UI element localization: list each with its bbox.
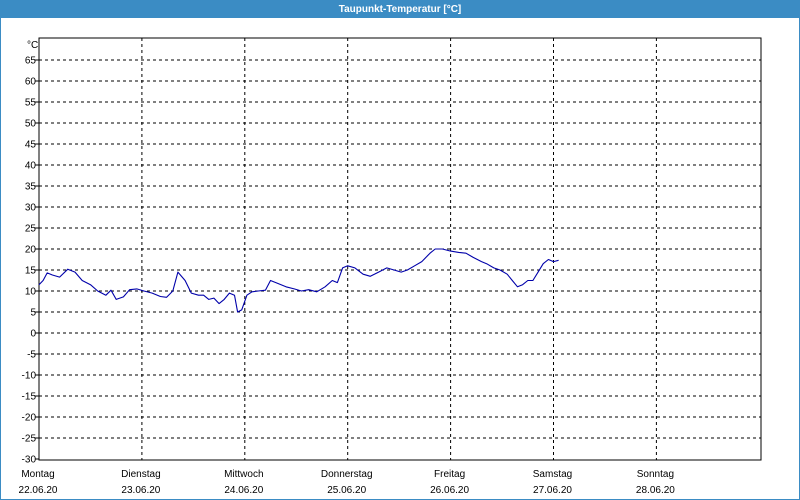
series (38, 248, 559, 313)
y-tick-label: 60 (25, 77, 37, 88)
x-date-label: 25.06.20 (327, 485, 366, 496)
x-date-label: 22.06.20 (19, 485, 58, 496)
y-tick-label: 55 (25, 98, 37, 109)
y-tick-label: -20 (22, 413, 37, 424)
x-day-label: Freitag (434, 469, 465, 480)
title-bar: Taupunkt-Temperatur [°C] (1, 1, 799, 18)
x-day-label: Donnerstag (321, 469, 373, 480)
x-date-label: 28.06.20 (636, 485, 675, 496)
y-tick-label: 30 (25, 203, 37, 214)
y-tick-label: -25 (22, 434, 37, 445)
y-tick-label: 65 (25, 56, 37, 67)
chart-title: Taupunkt-Temperatur [°C] (338, 4, 462, 15)
y-tick-label: 45 (25, 140, 37, 151)
y-tick-label: -30 (22, 455, 37, 466)
x-day-label: Dienstag (121, 469, 160, 480)
y-tick-label: 10 (25, 287, 37, 298)
x-date-label: 23.06.20 (121, 485, 160, 496)
y-tick-label: -10 (22, 371, 37, 382)
y-tick-label: 20 (25, 245, 37, 256)
y-tick-label: -15 (22, 392, 37, 403)
x-date-label: 26.06.20 (430, 485, 469, 496)
x-date-label: 24.06.20 (224, 485, 263, 496)
x-day-label: Samstag (533, 469, 572, 480)
y-tick-label: -5 (27, 350, 36, 361)
series-line (38, 248, 559, 313)
y-tick-label: 5 (30, 308, 36, 319)
x-axis-labels: Montag 22.06.20 Dienstag 23.06.20 Mittwoch 24… (19, 469, 676, 496)
y-tick-label: 40 (25, 161, 37, 172)
y-tick-label: 15 (25, 266, 37, 277)
x-day-label: Montag (21, 469, 54, 480)
y-tick-label: 25 (25, 224, 37, 235)
axes (35, 37, 762, 461)
y-tick-label: 50 (25, 119, 37, 130)
y-tick-label: 0 (30, 329, 36, 340)
x-day-label: Mittwoch (224, 469, 263, 480)
x-day-label: Sonntag (637, 469, 674, 480)
y-axis-labels: °C 65605550454035302520151050-5-10-15-20… (22, 40, 39, 466)
y-tick-label: 35 (25, 182, 37, 193)
x-date-label: 27.06.20 (533, 485, 572, 496)
y-axis-unit-label: °C (27, 40, 38, 51)
grid (39, 38, 761, 460)
